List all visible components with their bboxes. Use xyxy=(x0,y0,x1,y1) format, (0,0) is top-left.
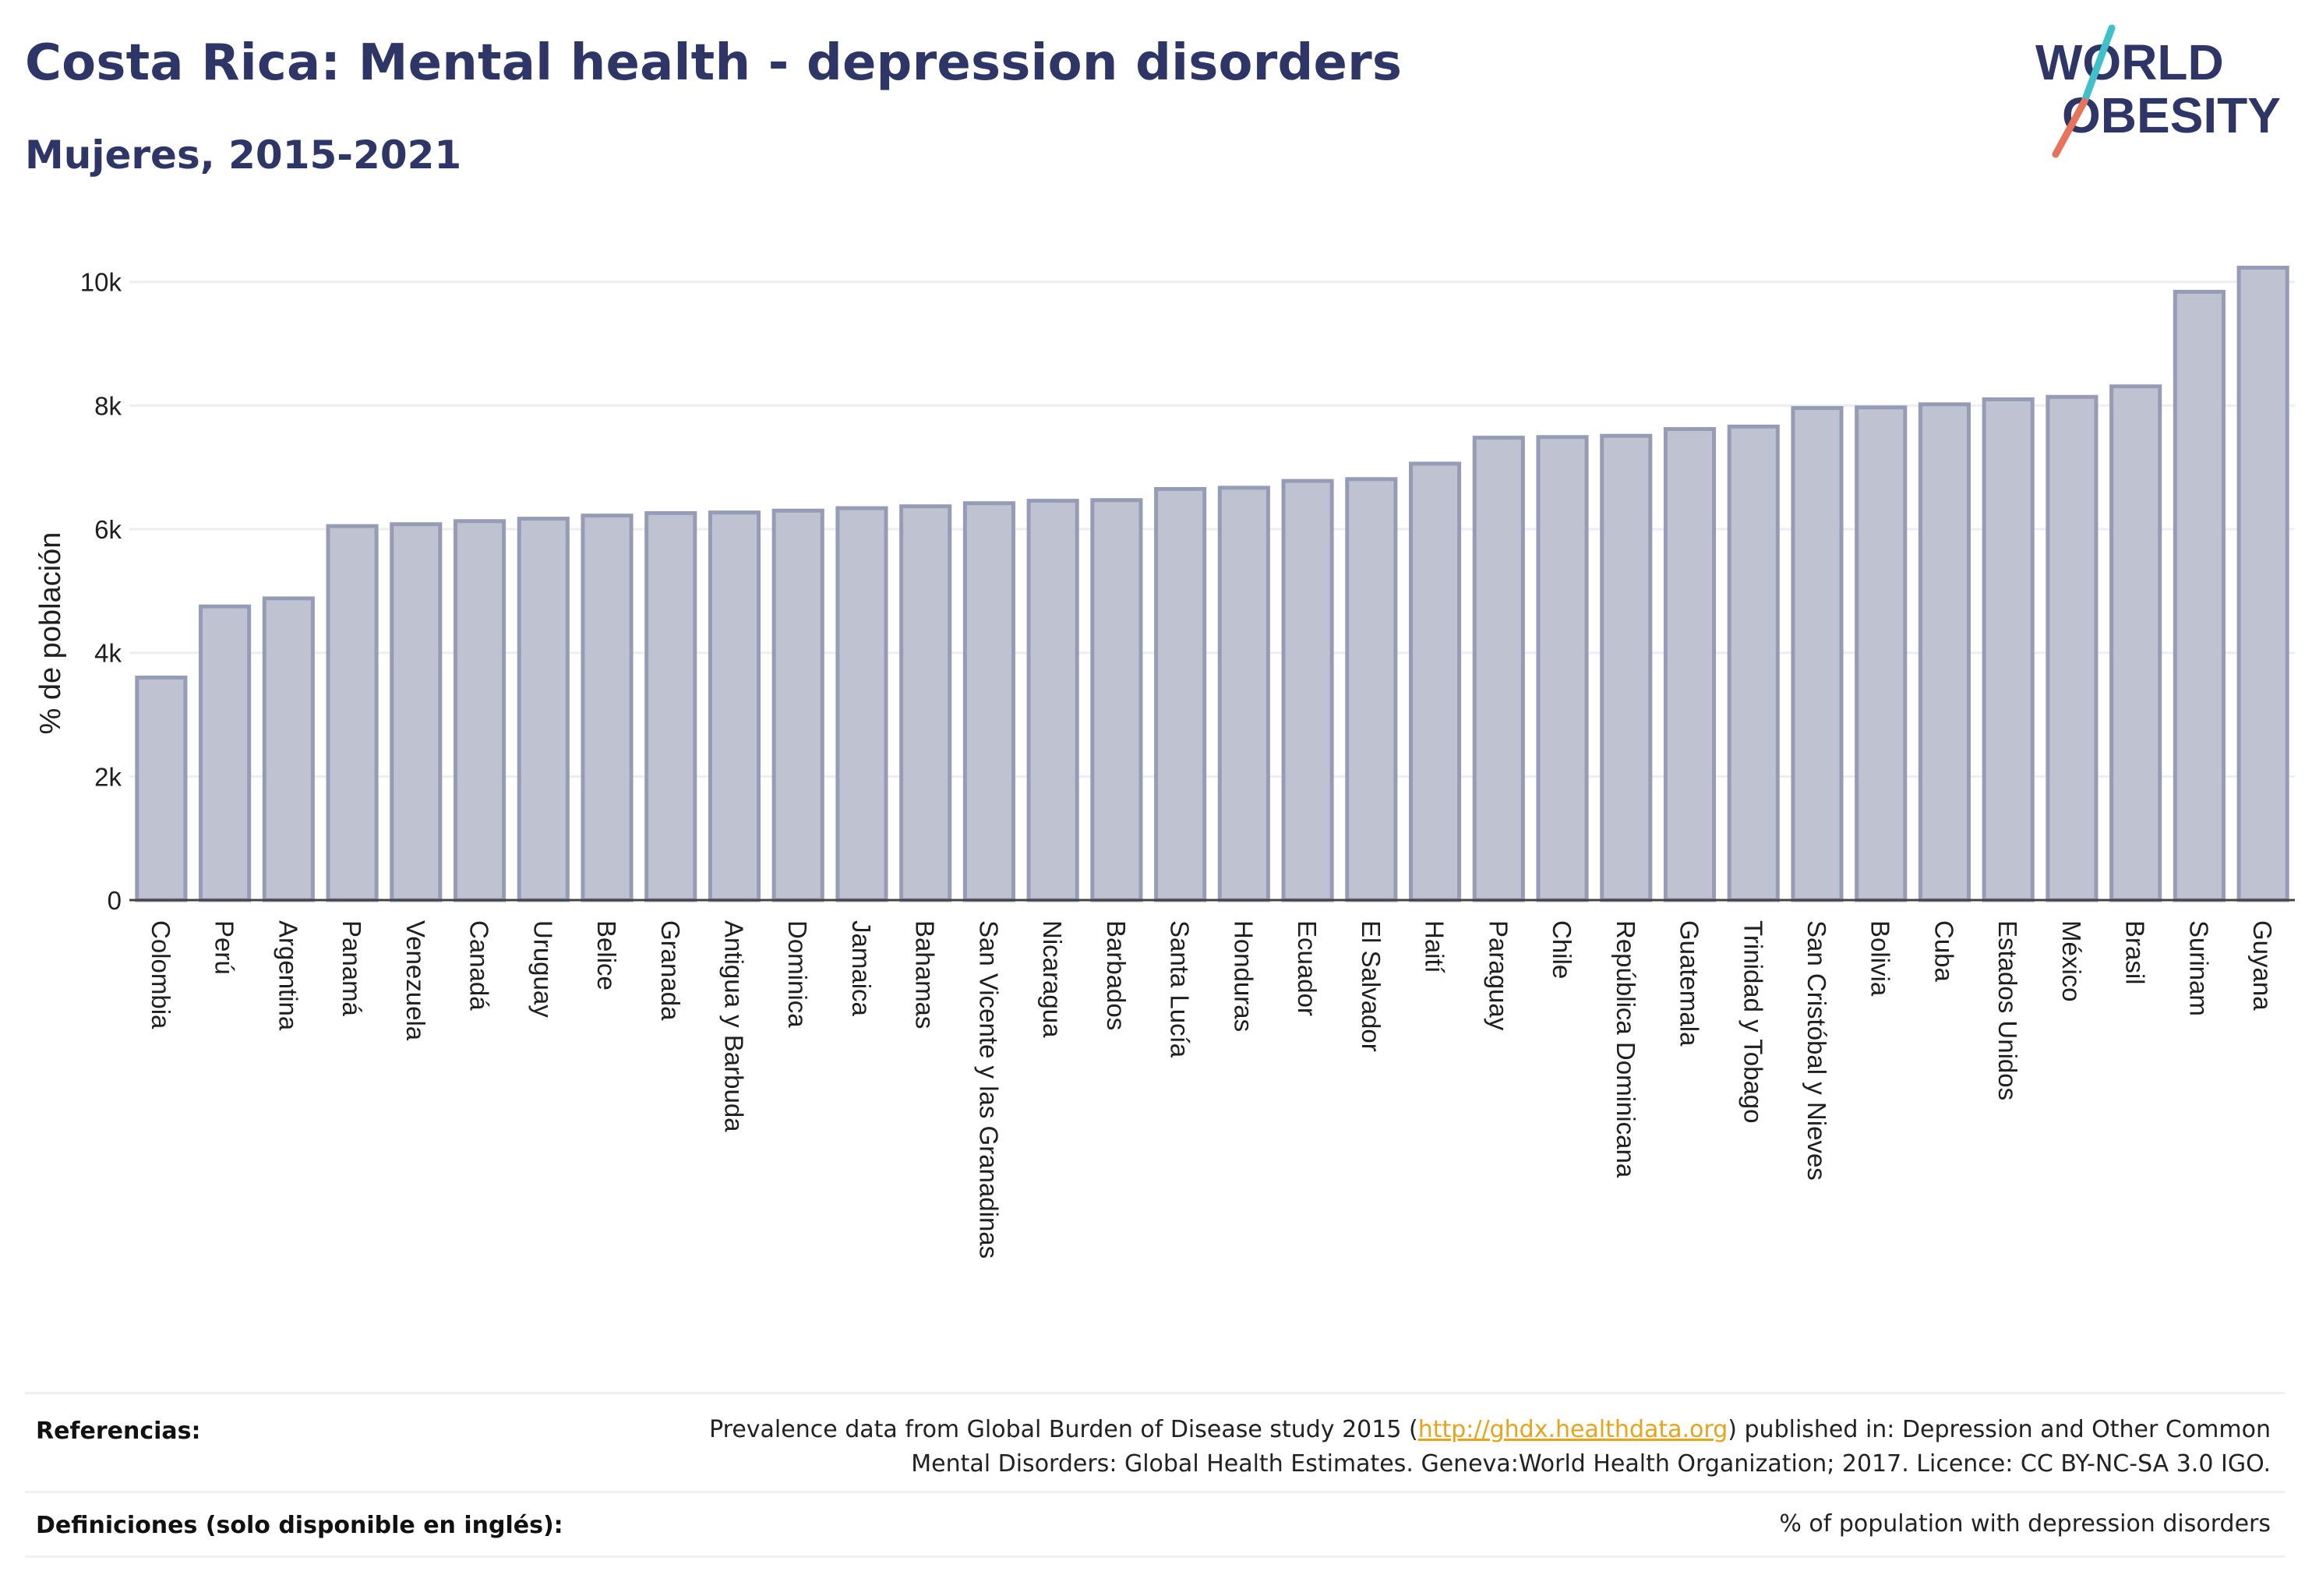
bar[interactable] xyxy=(2173,289,2226,902)
bar[interactable] xyxy=(581,514,634,902)
x-category-label: Barbados xyxy=(1102,920,1131,1030)
bar[interactable] xyxy=(1409,461,1462,902)
bar[interactable] xyxy=(771,508,824,902)
references-label: Referencias: xyxy=(36,1418,201,1445)
x-category-label: Chile xyxy=(1548,920,1576,979)
y-tick-label: 2k xyxy=(94,762,122,791)
bar[interactable] xyxy=(1345,477,1398,902)
references-link[interactable]: http://ghdx.healthdata.org xyxy=(1417,1416,1728,1443)
x-category-label: Santa Lucía xyxy=(1166,920,1195,1058)
bar[interactable] xyxy=(1217,486,1270,902)
x-category-label: Paraguay xyxy=(1484,920,1513,1031)
x-category-label: Guatemala xyxy=(1675,920,1704,1047)
x-category-label: Brasil xyxy=(2121,920,2150,985)
x-category-label: Granada xyxy=(656,920,685,1021)
x-category-label: Colombia xyxy=(146,920,175,1029)
world-obesity-logo: WORLD OBESITY xyxy=(2035,24,2281,158)
x-category-label: Ecuador xyxy=(1293,920,1322,1016)
x-category-label: México xyxy=(2057,920,2086,1002)
x-category-label: San Vicente y las Granadinas xyxy=(974,920,1003,1259)
bar[interactable] xyxy=(1600,433,1653,902)
x-category-label: Trinidad y Tobago xyxy=(1738,920,1767,1124)
bar[interactable] xyxy=(1281,478,1334,902)
bar[interactable] xyxy=(1472,436,1525,902)
bar[interactable] xyxy=(1727,424,1780,902)
x-category-label: Venezuela xyxy=(401,920,430,1041)
x-category-label: Surinam xyxy=(2184,920,2213,1016)
definitions-label: Definiciones (solo disponible en inglés)… xyxy=(36,1512,563,1539)
bar[interactable] xyxy=(453,519,507,902)
y-tick-label: 0 xyxy=(108,886,122,915)
x-category-label: Bolivia xyxy=(1866,920,1895,997)
bar[interactable] xyxy=(1918,402,1971,902)
x-category-label: República Dominicana xyxy=(1611,920,1640,1178)
bar[interactable] xyxy=(326,524,379,902)
y-tick-label: 8k xyxy=(94,391,122,420)
y-tick-label: 4k xyxy=(94,639,122,668)
x-category-label: Argentina xyxy=(274,920,302,1031)
bar[interactable] xyxy=(2109,384,2162,902)
bar[interactable] xyxy=(1855,405,1908,902)
x-category-label: El Salvador xyxy=(1357,920,1385,1052)
references-post: ) published in: Depression and Other Com… xyxy=(911,1416,2271,1478)
definitions-row: Definiciones (solo disponible en inglés)… xyxy=(25,1491,2285,1558)
bar[interactable] xyxy=(262,596,315,902)
x-category-label: Honduras xyxy=(1229,920,1258,1032)
x-category-label: Perú xyxy=(210,920,239,975)
bar[interactable] xyxy=(1090,498,1143,902)
bar[interactable] xyxy=(517,517,570,902)
bar[interactable] xyxy=(135,675,188,902)
x-category-label: Antigua y Barbuda xyxy=(719,920,748,1132)
bar[interactable] xyxy=(1982,397,2035,902)
x-category-label: Dominica xyxy=(783,920,812,1028)
bar[interactable] xyxy=(1791,406,1844,902)
x-category-label: Jamaica xyxy=(847,920,876,1017)
bar[interactable] xyxy=(644,510,697,902)
logo-word-obesity: OBESITY xyxy=(2062,87,2281,143)
bar[interactable] xyxy=(1663,427,1717,902)
x-category-label: Nicaragua xyxy=(1038,920,1067,1038)
logo-slash-bottom xyxy=(2052,97,2088,158)
x-category-label: Panamá xyxy=(337,920,366,1017)
bars xyxy=(135,265,2289,902)
footer: Referencias: Prevalence data from Global… xyxy=(25,1392,2285,1558)
x-category-labels: Colombia Perú Argentina Panamá Venezuela Cana… xyxy=(146,920,2277,1259)
y-tick-label: 6k xyxy=(94,515,122,544)
bar[interactable] xyxy=(390,522,443,902)
bar[interactable] xyxy=(962,501,1015,902)
references-text: Prevalence data from Global Burden of Di… xyxy=(634,1413,2271,1481)
bar[interactable] xyxy=(1536,435,1589,902)
bar[interactable] xyxy=(899,504,952,902)
references-row: Referencias: Prevalence data from Global… xyxy=(25,1392,2285,1491)
x-category-label: San Cristóbal y Nieves xyxy=(1802,920,1831,1181)
x-category-label: Belice xyxy=(592,920,621,990)
y-tick-label: 10k xyxy=(80,268,122,297)
definitions-text: % of population with depression disorder… xyxy=(1779,1510,2271,1538)
y-axis-label: % de población xyxy=(34,532,67,735)
logo-word-world: WORLD xyxy=(2035,34,2224,90)
chart-title: Costa Rica: Mental health - depression d… xyxy=(25,34,1403,92)
bar[interactable] xyxy=(2046,394,2099,902)
bar[interactable] xyxy=(199,604,252,902)
x-category-label: Bahamas xyxy=(911,920,940,1029)
x-category-label: Estados Unidos xyxy=(1993,920,2022,1100)
bar[interactable] xyxy=(1026,499,1079,902)
x-category-label: Uruguay xyxy=(528,920,557,1018)
chart-subtitle: Mujeres, 2015-2021 xyxy=(25,132,462,178)
logo-slash-top xyxy=(2081,24,2116,105)
y-tick-labels: 0 2k 4k 6k 8k 10k xyxy=(80,268,122,915)
x-category-label: Haití xyxy=(1421,920,1449,973)
bar[interactable] xyxy=(1154,486,1207,902)
bar[interactable] xyxy=(835,506,888,902)
bar[interactable] xyxy=(2236,265,2289,902)
x-category-label: Canadá xyxy=(465,920,494,1011)
bar-chart: 0 2k 4k 6k 8k 10k Colombia Perú Argentina Panamá… xyxy=(34,265,2295,1259)
bar[interactable] xyxy=(708,510,761,902)
x-category-label: Guyana xyxy=(2248,920,2277,1011)
references-pre: Prevalence data from Global Burden of Di… xyxy=(709,1416,1418,1443)
x-category-label: Cuba xyxy=(1929,920,1958,983)
